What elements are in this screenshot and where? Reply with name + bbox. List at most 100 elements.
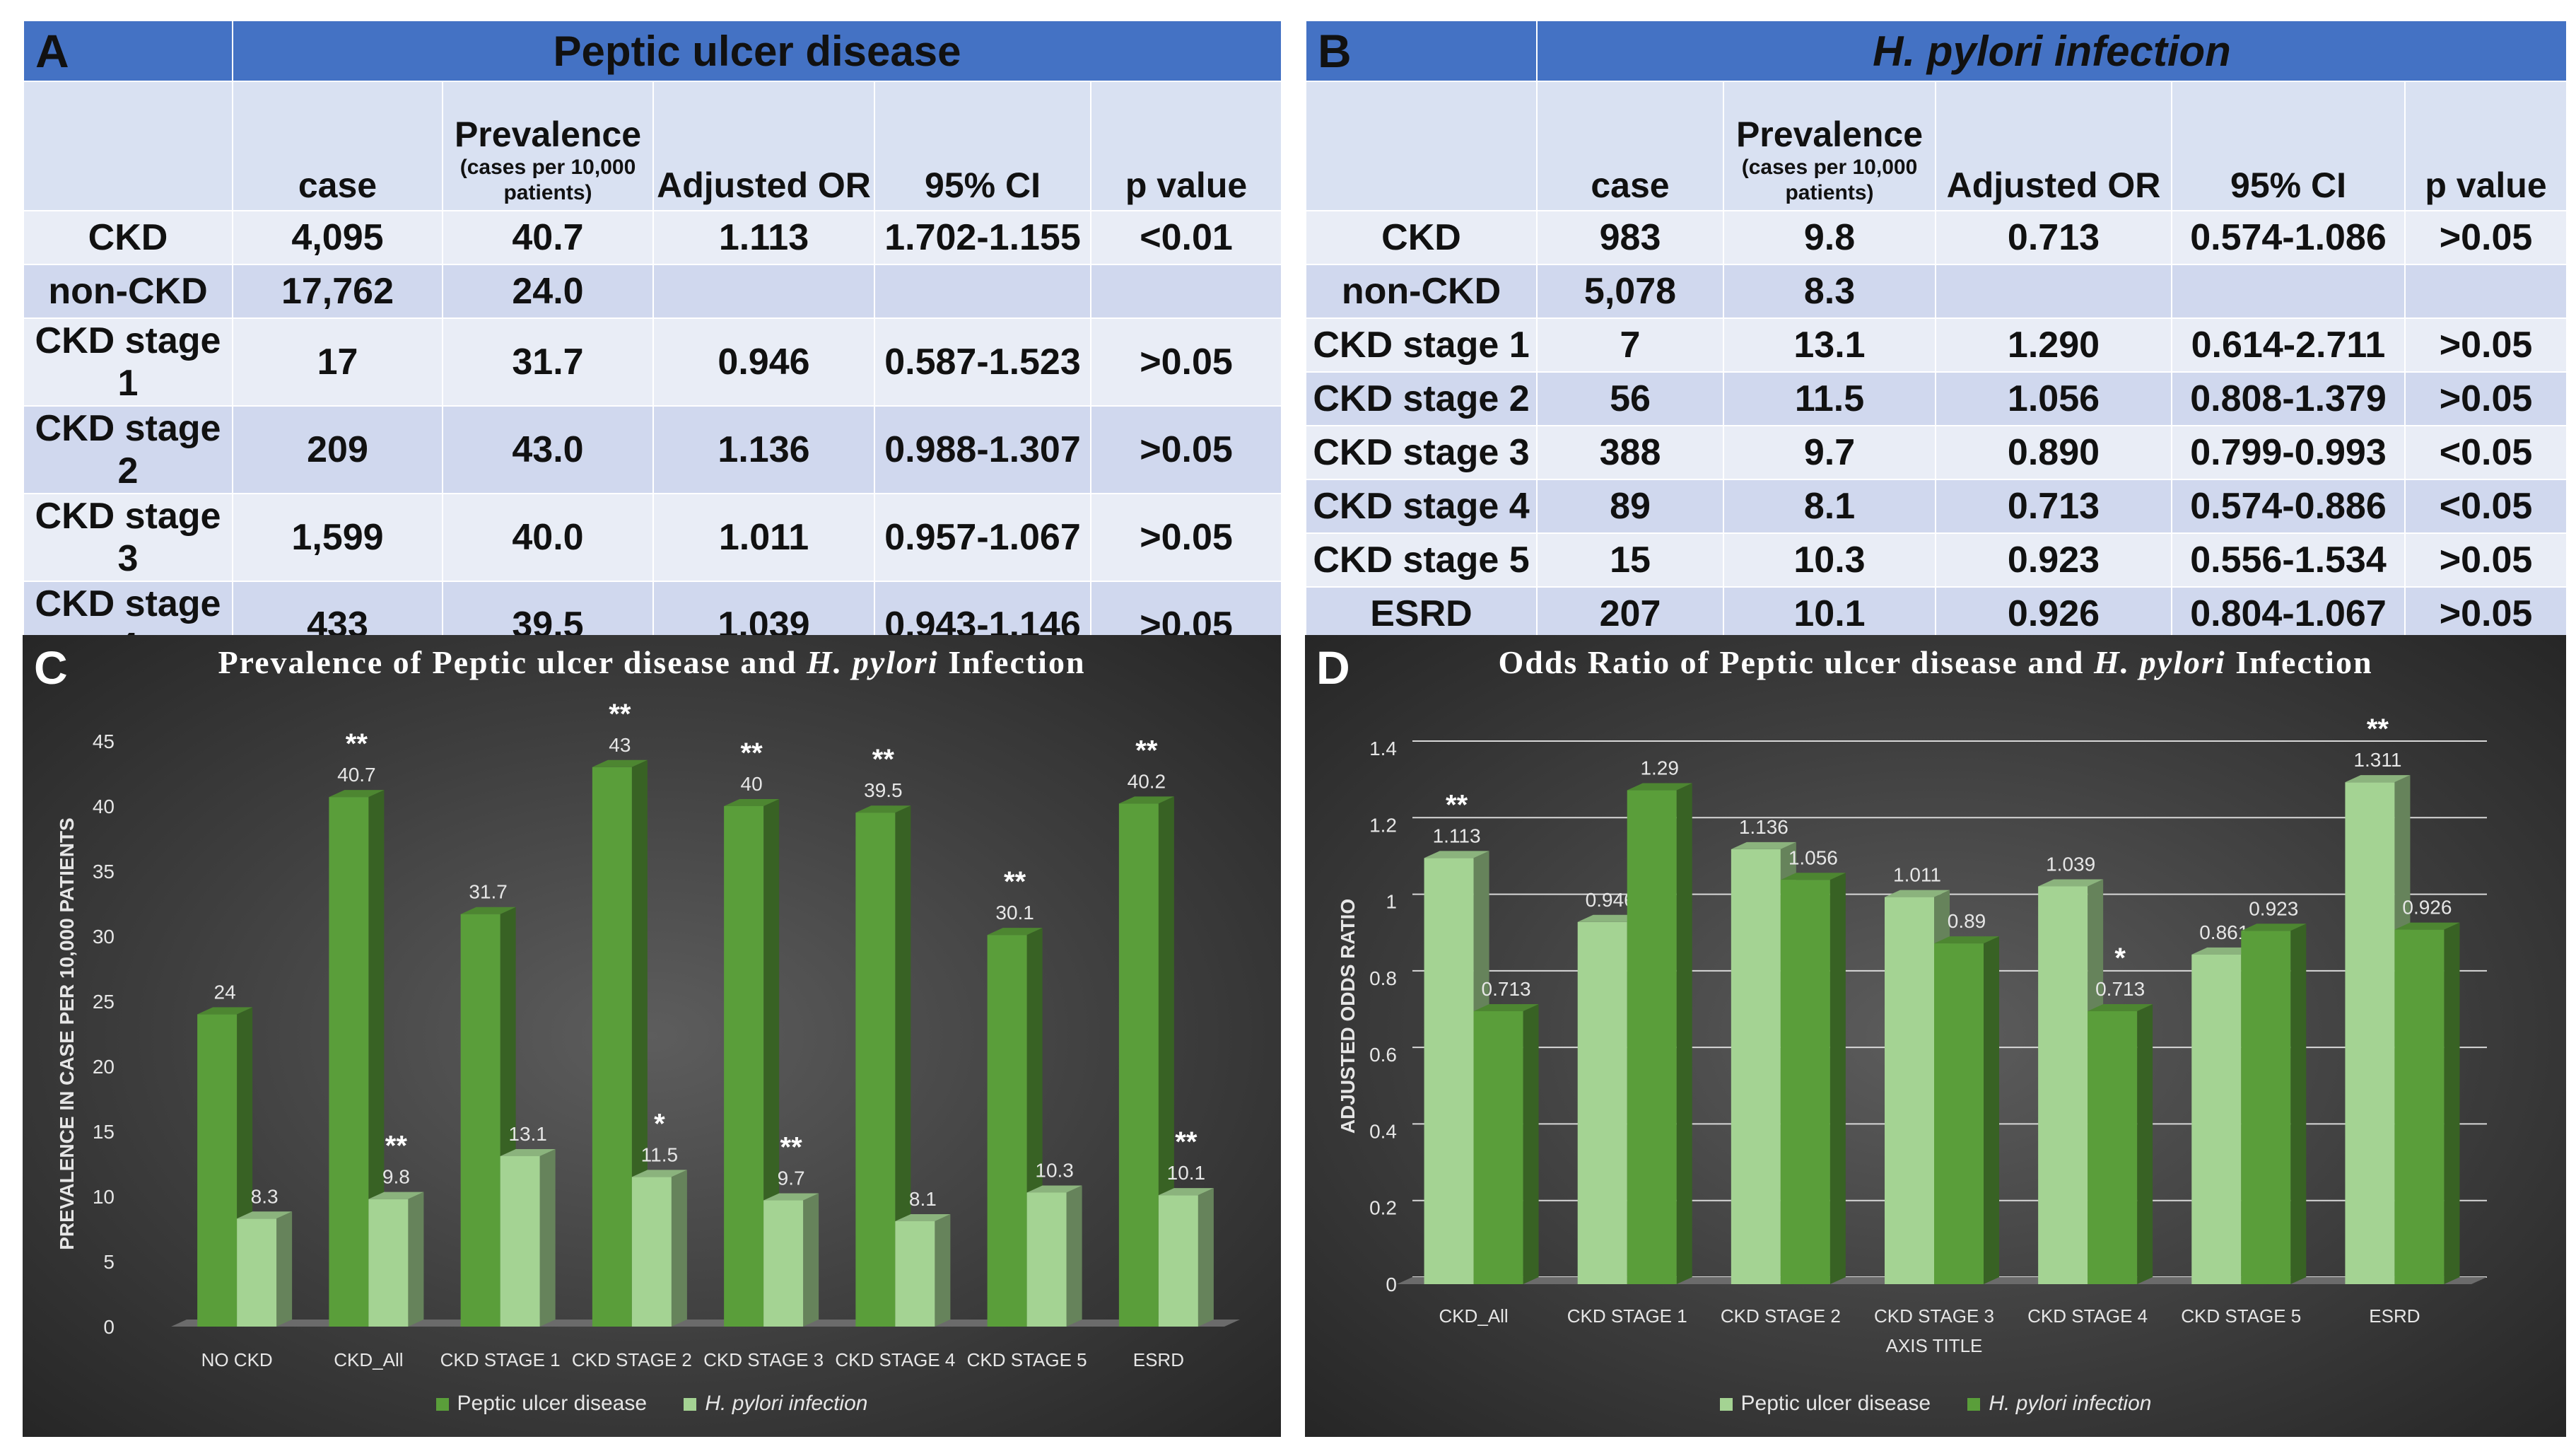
x-tick-label: NO CKD <box>201 1349 273 1370</box>
cell-prevalence: 40.7 <box>442 210 654 265</box>
x-tick-label: ESRD <box>2369 1305 2420 1327</box>
y-tick-label: 0.4 <box>1369 1120 1397 1142</box>
bar <box>2241 924 2307 1284</box>
data-label: 43 <box>609 734 631 756</box>
y-tick-label: 20 <box>93 1056 115 1078</box>
significance-mark: ** <box>1135 735 1158 766</box>
header-adjusted-or: Adjusted OR <box>1935 81 2172 211</box>
cell-ci: 0.574-1.086 <box>2171 210 2406 265</box>
x-tick-label: CKD STAGE 4 <box>835 1349 955 1370</box>
cell-adjusted-or: 1.290 <box>1935 318 2172 373</box>
header-prevalence-sub: (cases per 10,000 patients) <box>459 156 636 204</box>
legend-swatch <box>1967 1398 1981 1411</box>
cell-prevalence: 9.8 <box>1723 210 1936 265</box>
bar <box>2345 775 2411 1284</box>
significance-mark: ** <box>1446 789 1468 820</box>
cell-ci: 0.988-1.307 <box>874 405 1091 494</box>
x-tick-label: CKD_All <box>1439 1305 1508 1327</box>
cell-row-label: CKD stage 4 <box>1305 479 1538 534</box>
legend-c: Peptic ulcer disease H. pylori infection <box>23 1392 1281 1416</box>
y-tick-label: 0 <box>103 1316 115 1338</box>
y-tick-label: 5 <box>103 1251 115 1273</box>
x-tick-label: CKD STAGE 1 <box>440 1349 561 1370</box>
legend-label: H. pylori infection <box>1989 1392 2152 1415</box>
significance-mark: ** <box>741 738 763 769</box>
chart-floor <box>171 1320 1240 1327</box>
header-adjusted-or: Adjusted OR <box>652 81 875 211</box>
table-row: non-CKD 17,762 24.0 <box>23 264 1283 319</box>
table-row: non-CKD 5,078 8.3 <box>1305 264 2568 319</box>
y-tick-label: 30 <box>93 926 115 948</box>
bar <box>1026 1185 1082 1327</box>
data-label: 8.3 <box>251 1185 279 1207</box>
x-tick-label: CKD STAGE 3 <box>703 1349 824 1370</box>
panel-letter-c: C <box>34 641 68 694</box>
data-label: 0.861 <box>2199 921 2249 943</box>
header-prevalence-main: Prevalence <box>454 115 642 154</box>
bar <box>631 1170 687 1327</box>
y-axis-label: PREVALENCE IN CASE PER 10,000 PATIENTS <box>56 817 78 1250</box>
cell-row-label: non-CKD <box>23 264 233 319</box>
bar <box>2088 1003 2153 1284</box>
chart-title-c-italic: H. pylori <box>807 644 939 680</box>
cell-p-value: >0.05 <box>1089 405 1283 494</box>
cell-p-value: >0.05 <box>2404 532 2568 588</box>
y-tick-label: 0.8 <box>1369 967 1397 989</box>
cell-case: 983 <box>1536 210 1724 265</box>
panel-letter-b: B <box>1305 20 1538 82</box>
table-panel-b: B H. pylori infection case Prevalence (ca… <box>1305 20 2568 641</box>
cell-ci <box>2171 264 2406 319</box>
data-label: 30.1 <box>995 902 1034 924</box>
cell-case: 17 <box>232 318 443 407</box>
cell-p-value: <0.05 <box>2404 425 2568 480</box>
y-tick-label: 35 <box>93 861 115 883</box>
significance-mark: ** <box>1004 866 1026 897</box>
cell-adjusted-or: 0.713 <box>1935 479 2172 534</box>
cell-prevalence: 31.7 <box>442 318 654 407</box>
bar <box>368 1192 424 1327</box>
x-tick-label: CKD STAGE 1 <box>1567 1305 1687 1327</box>
y-tick-label: 1.2 <box>1369 814 1397 836</box>
bar <box>855 805 911 1327</box>
bar <box>2394 922 2460 1284</box>
legend-item-pud: Peptic ulcer disease <box>435 1392 647 1416</box>
cell-row-label: CKD stage 3 <box>1305 425 1538 480</box>
chart-panel-c: 0 5 10 15 20 25 30 35 40 45 PREVALENCE IN CASE PER… <box>23 635 1281 1437</box>
table-row: CKD stage 1 7 13.1 1.290 0.614-2.711 >0.05 <box>1305 318 2568 373</box>
cell-case: 1,599 <box>232 493 443 582</box>
table-row: ESRD 207 10.1 0.926 0.804-1.067 >0.05 <box>1305 586 2568 641</box>
data-label: 11.5 <box>641 1143 678 1165</box>
table-row: CKD stage 3 1,599 40.0 1.011 0.957-1.067 >0.0… <box>23 493 1283 582</box>
table-b: B H. pylori infection case Prevalence (ca… <box>1305 20 2568 641</box>
y-tick-label: 0.6 <box>1369 1044 1397 1066</box>
header-case: case <box>232 81 443 211</box>
data-label: 0.923 <box>2249 897 2298 919</box>
cell-prevalence: 9.7 <box>1723 425 1936 480</box>
cell-row-label: CKD stage 2 <box>1305 371 1538 426</box>
data-label: 1.039 <box>2046 853 2095 875</box>
cell-case: 89 <box>1536 479 1724 534</box>
cell-ci: 0.957-1.067 <box>874 493 1091 582</box>
bar <box>1780 873 1846 1284</box>
x-tick-label: CKD STAGE 5 <box>967 1349 1087 1370</box>
cell-adjusted-or: 1.056 <box>1935 371 2172 426</box>
header-prevalence-main: Prevalence <box>1735 115 1924 154</box>
cell-p-value <box>2404 264 2568 319</box>
significance-mark: ** <box>1175 1126 1198 1158</box>
cell-case: 56 <box>1536 371 1724 426</box>
chart-title-c-pre: Prevalence of Peptic ulcer disease and <box>218 644 807 680</box>
table-row: CKD 983 9.8 0.713 0.574-1.086 >0.05 <box>1305 210 2568 265</box>
chart-title-c-post: Infection <box>938 644 1086 680</box>
y-tick-label: 25 <box>93 991 115 1013</box>
header-prevalence-sub: (cases per 10,000 patients) <box>1741 156 1918 204</box>
y-tick-label: 1.4 <box>1369 738 1397 759</box>
cell-prevalence: 8.3 <box>1723 264 1936 319</box>
data-label: 1.056 <box>1788 846 1838 868</box>
table-a-title: Peptic ulcer disease <box>231 20 1283 82</box>
panel-letter-a: A <box>23 20 233 82</box>
y-tick-label: 0 <box>1386 1274 1397 1295</box>
significance-mark: ** <box>780 1132 803 1163</box>
y-tick-label: 45 <box>93 730 115 752</box>
y-tick-label: 10 <box>93 1186 115 1208</box>
cell-adjusted-or: 1.011 <box>652 493 875 582</box>
